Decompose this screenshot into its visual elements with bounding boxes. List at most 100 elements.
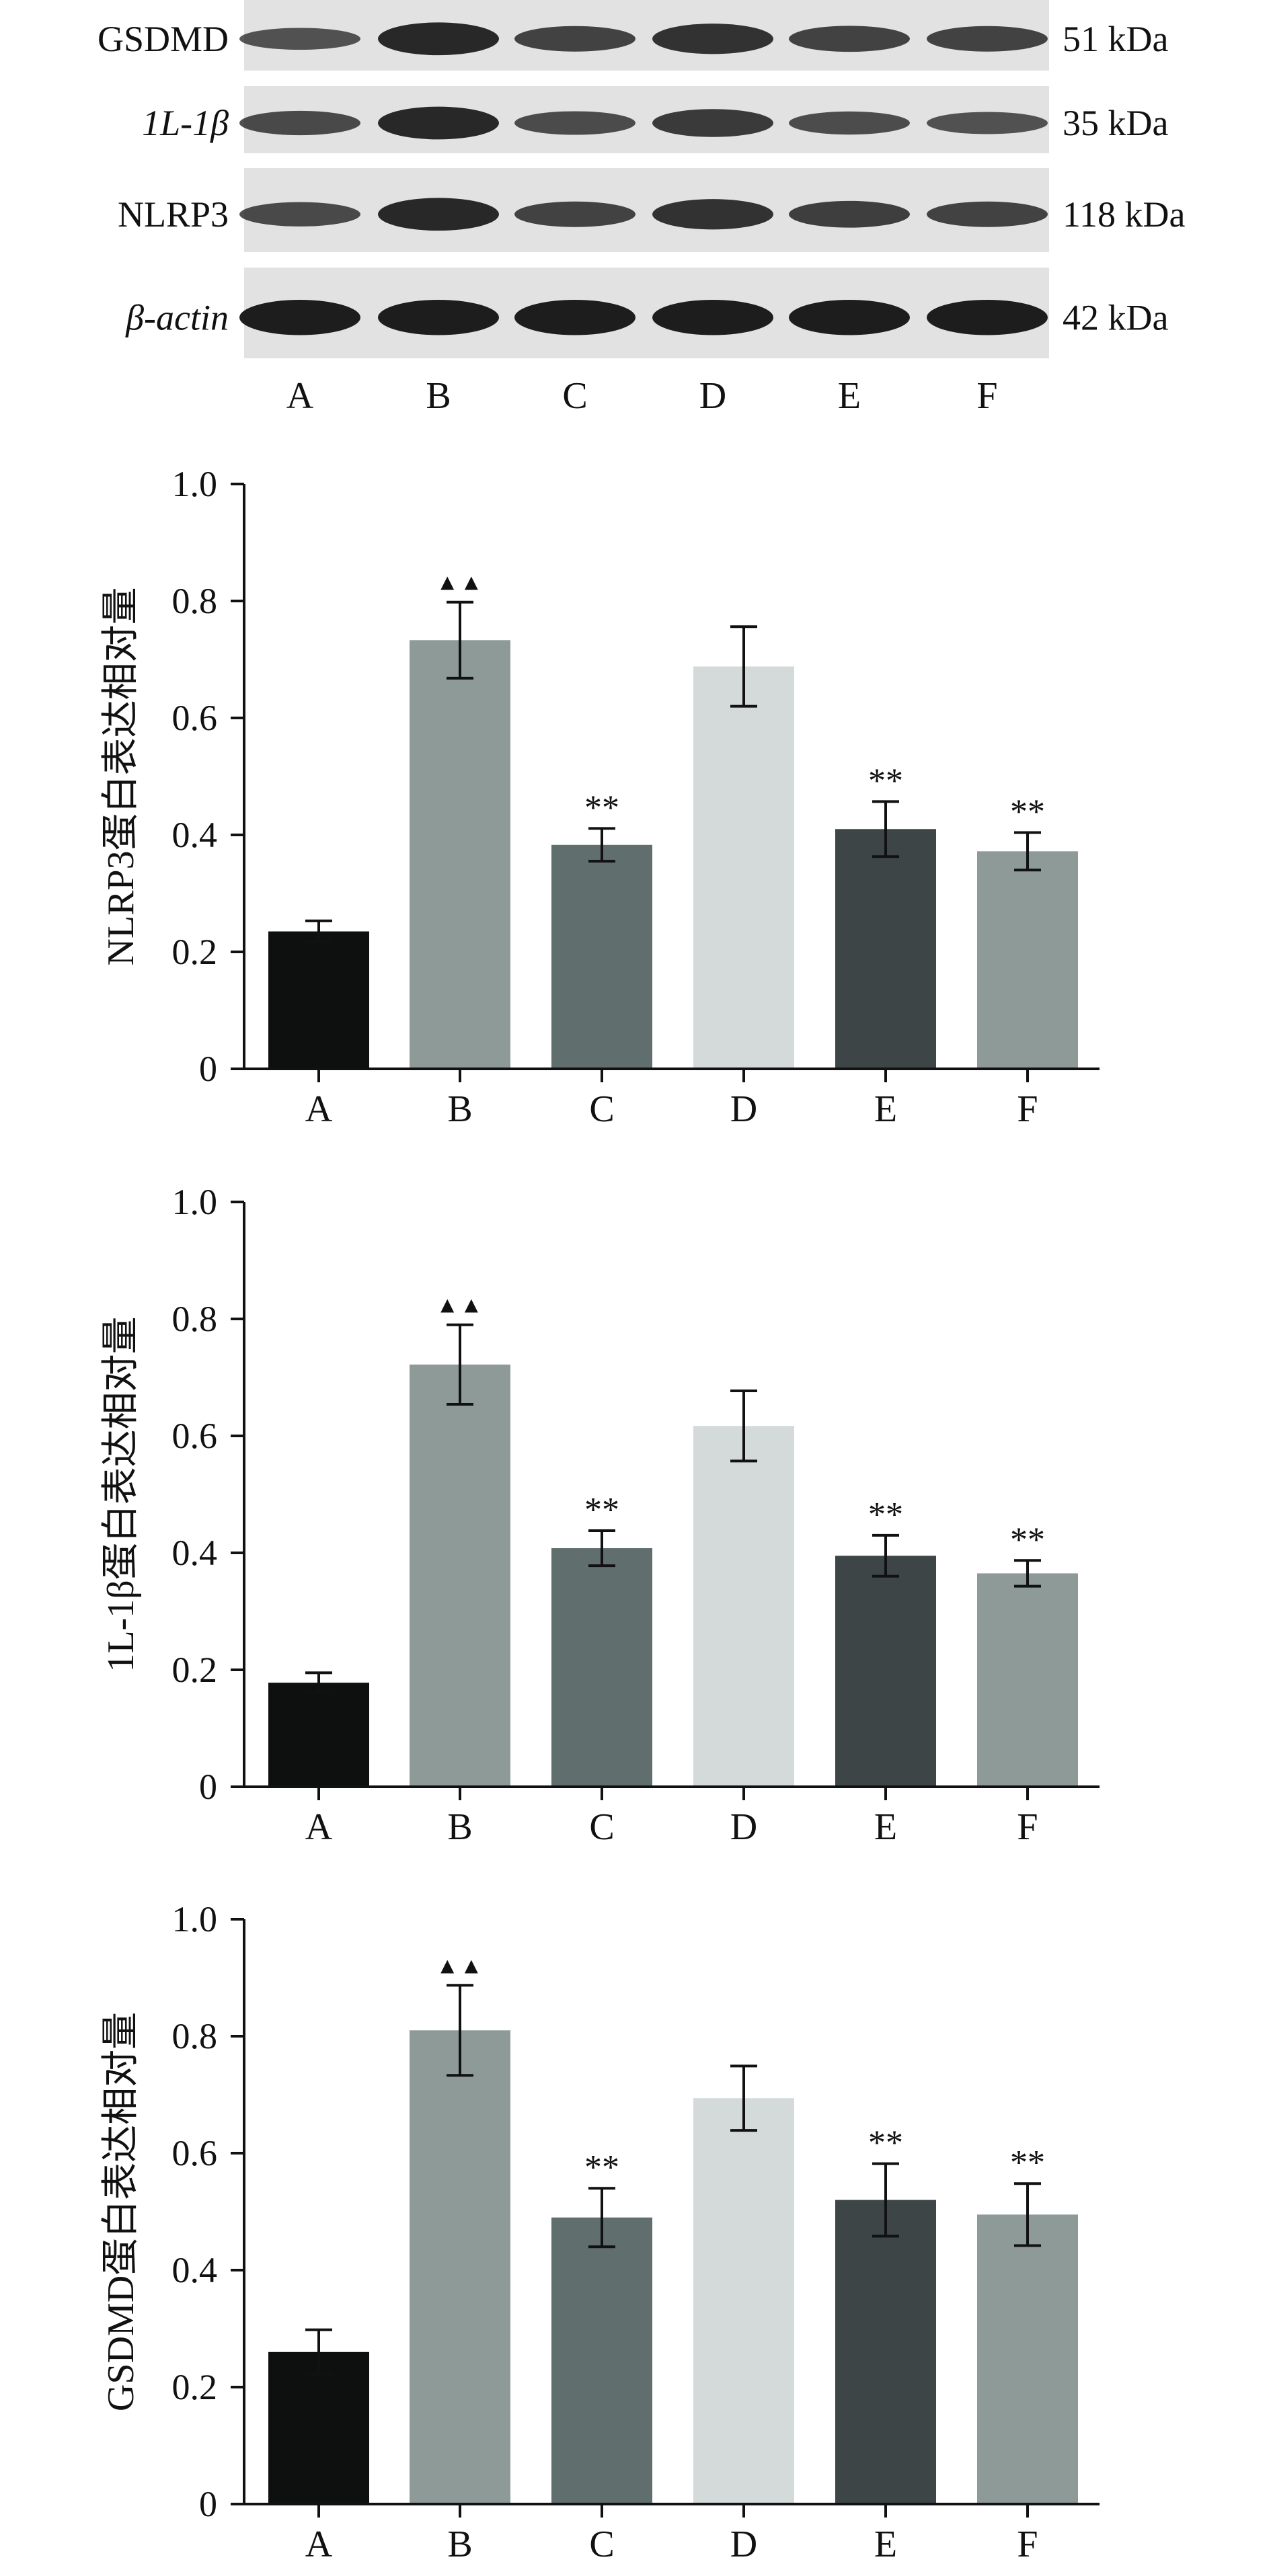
error-bar xyxy=(730,2064,757,2132)
error-bar xyxy=(1014,831,1041,872)
blot-row: 1L-1β 35 kDa xyxy=(142,86,1168,153)
bar xyxy=(835,1556,936,1787)
blot-band xyxy=(927,26,1048,52)
error-bar xyxy=(730,625,757,708)
blot-row-size: 118 kDa xyxy=(1063,194,1185,235)
y-axis-label: GSDMD蛋白表达相对量 xyxy=(100,2012,142,2411)
significance-marker: ▲▲ xyxy=(436,1954,484,1978)
significance-marker: ** xyxy=(1010,793,1045,832)
y-tick-label: 0.8 xyxy=(172,1299,218,1339)
blot-row-label: 1L-1β xyxy=(142,103,229,143)
bar xyxy=(551,1548,652,1787)
bar-chart: ▲▲ ** ** ** 0 0.2 0.4 0.6 0.8 1.0 A B C D E F GSDMD蛋白表达相… xyxy=(100,1899,1100,2565)
bar xyxy=(268,2351,369,2504)
significance-marker: ** xyxy=(584,1491,619,1529)
x-tick-label: D xyxy=(730,1806,757,1848)
y-tick-label: 0.8 xyxy=(172,2016,218,2056)
y-tick-label: 0.6 xyxy=(172,1416,218,1456)
blot-band xyxy=(927,112,1048,134)
bar xyxy=(551,844,652,1069)
blot-lane-label: C xyxy=(562,375,587,417)
y-tick-label: 0.2 xyxy=(172,932,218,972)
significance-marker: ▲▲ xyxy=(436,571,484,596)
x-tick-label: E xyxy=(874,2524,897,2565)
bar-charts-panel: ▲▲ ** ** ** 0 0.2 0.4 0.6 0.8 1.0 A B C D E F NLRP3蛋白表达相… xyxy=(100,464,1100,2565)
x-tick-label: A xyxy=(305,1088,333,1130)
blot-band xyxy=(378,22,499,56)
x-tick-label: E xyxy=(874,1088,897,1130)
significance-marker: ** xyxy=(868,762,903,800)
blot-band xyxy=(789,200,910,228)
significance-marker: ** xyxy=(868,2124,903,2163)
blot-band xyxy=(239,202,360,227)
blot-band xyxy=(239,300,360,335)
x-tick-label: B xyxy=(447,2524,472,2565)
significance-marker: ** xyxy=(584,789,619,827)
blot-band xyxy=(652,300,773,335)
bar-chart: ▲▲ ** ** ** 0 0.2 0.4 0.6 0.8 1.0 A B C D E F NLRP3蛋白表达相… xyxy=(100,464,1100,1130)
error-bar xyxy=(1014,1559,1041,1588)
bar xyxy=(977,2214,1078,2504)
x-tick-label: A xyxy=(305,1806,333,1848)
bar xyxy=(268,931,369,1069)
x-tick-label: F xyxy=(1017,1806,1038,1848)
significance-marker: ** xyxy=(1010,2144,1045,2182)
blot-lane-label: B xyxy=(426,375,451,417)
error-bar xyxy=(872,2162,899,2238)
bar xyxy=(410,640,510,1069)
blot-row: GSDMD 51 kDa xyxy=(98,0,1168,71)
blot-band xyxy=(378,300,499,335)
x-tick-label: F xyxy=(1017,1088,1038,1130)
error-bar xyxy=(447,600,473,680)
error-bar xyxy=(588,2187,615,2249)
blot-row-size: 42 kDa xyxy=(1063,297,1168,337)
blot-lane-label: D xyxy=(699,375,726,417)
significance-marker: ** xyxy=(584,2148,619,2187)
error-bar xyxy=(872,1533,899,1578)
bar xyxy=(835,829,936,1069)
blot-membrane-strip xyxy=(244,86,1049,153)
error-bar xyxy=(1014,2182,1041,2247)
x-tick-label: B xyxy=(447,1806,472,1848)
bar xyxy=(693,1426,794,1787)
x-tick-label: D xyxy=(730,2524,757,2565)
blot-band xyxy=(239,110,360,136)
blot-row: β-actin 42 kDa xyxy=(125,268,1168,358)
y-tick-label: 1.0 xyxy=(172,1182,218,1222)
y-tick-label: 1.0 xyxy=(172,464,218,504)
bar xyxy=(977,851,1078,1069)
error-bar xyxy=(872,800,899,858)
x-tick-label: A xyxy=(305,2524,333,2565)
x-tick-label: E xyxy=(874,1806,897,1848)
y-tick-label: 0.2 xyxy=(172,2367,218,2407)
blot-band xyxy=(514,111,636,135)
y-tick-label: 0.4 xyxy=(172,2250,218,2290)
bar xyxy=(268,1683,369,1787)
blot-row: NLRP3 118 kDa xyxy=(118,168,1185,252)
blot-row-label: β-actin xyxy=(125,297,229,337)
y-axis-label: NLRP3蛋白表达相对量 xyxy=(100,587,142,965)
bar xyxy=(693,2098,794,2504)
bar xyxy=(835,2200,936,2504)
significance-marker: ** xyxy=(868,1496,903,1534)
blot-lane-label: F xyxy=(976,375,997,417)
blot-lane-label: A xyxy=(286,375,314,417)
blot-band xyxy=(378,198,499,231)
blot-lane-label: E xyxy=(838,375,861,417)
error-bar xyxy=(447,1984,473,2077)
bar xyxy=(977,1573,1078,1787)
y-tick-label: 0.4 xyxy=(172,1533,218,1573)
error-bar xyxy=(305,2328,332,2376)
blot-row-label: GSDMD xyxy=(98,19,229,59)
blot-membrane-strip xyxy=(244,0,1049,71)
y-tick-label: 0.6 xyxy=(172,698,218,738)
error-bar xyxy=(305,919,332,944)
bar xyxy=(410,2030,510,2504)
error-bar xyxy=(305,1671,332,1694)
error-bar xyxy=(588,827,615,863)
y-tick-label: 0.2 xyxy=(172,1650,218,1690)
blot-band xyxy=(652,199,773,230)
blot-band xyxy=(378,106,499,140)
blot-band xyxy=(652,24,773,54)
